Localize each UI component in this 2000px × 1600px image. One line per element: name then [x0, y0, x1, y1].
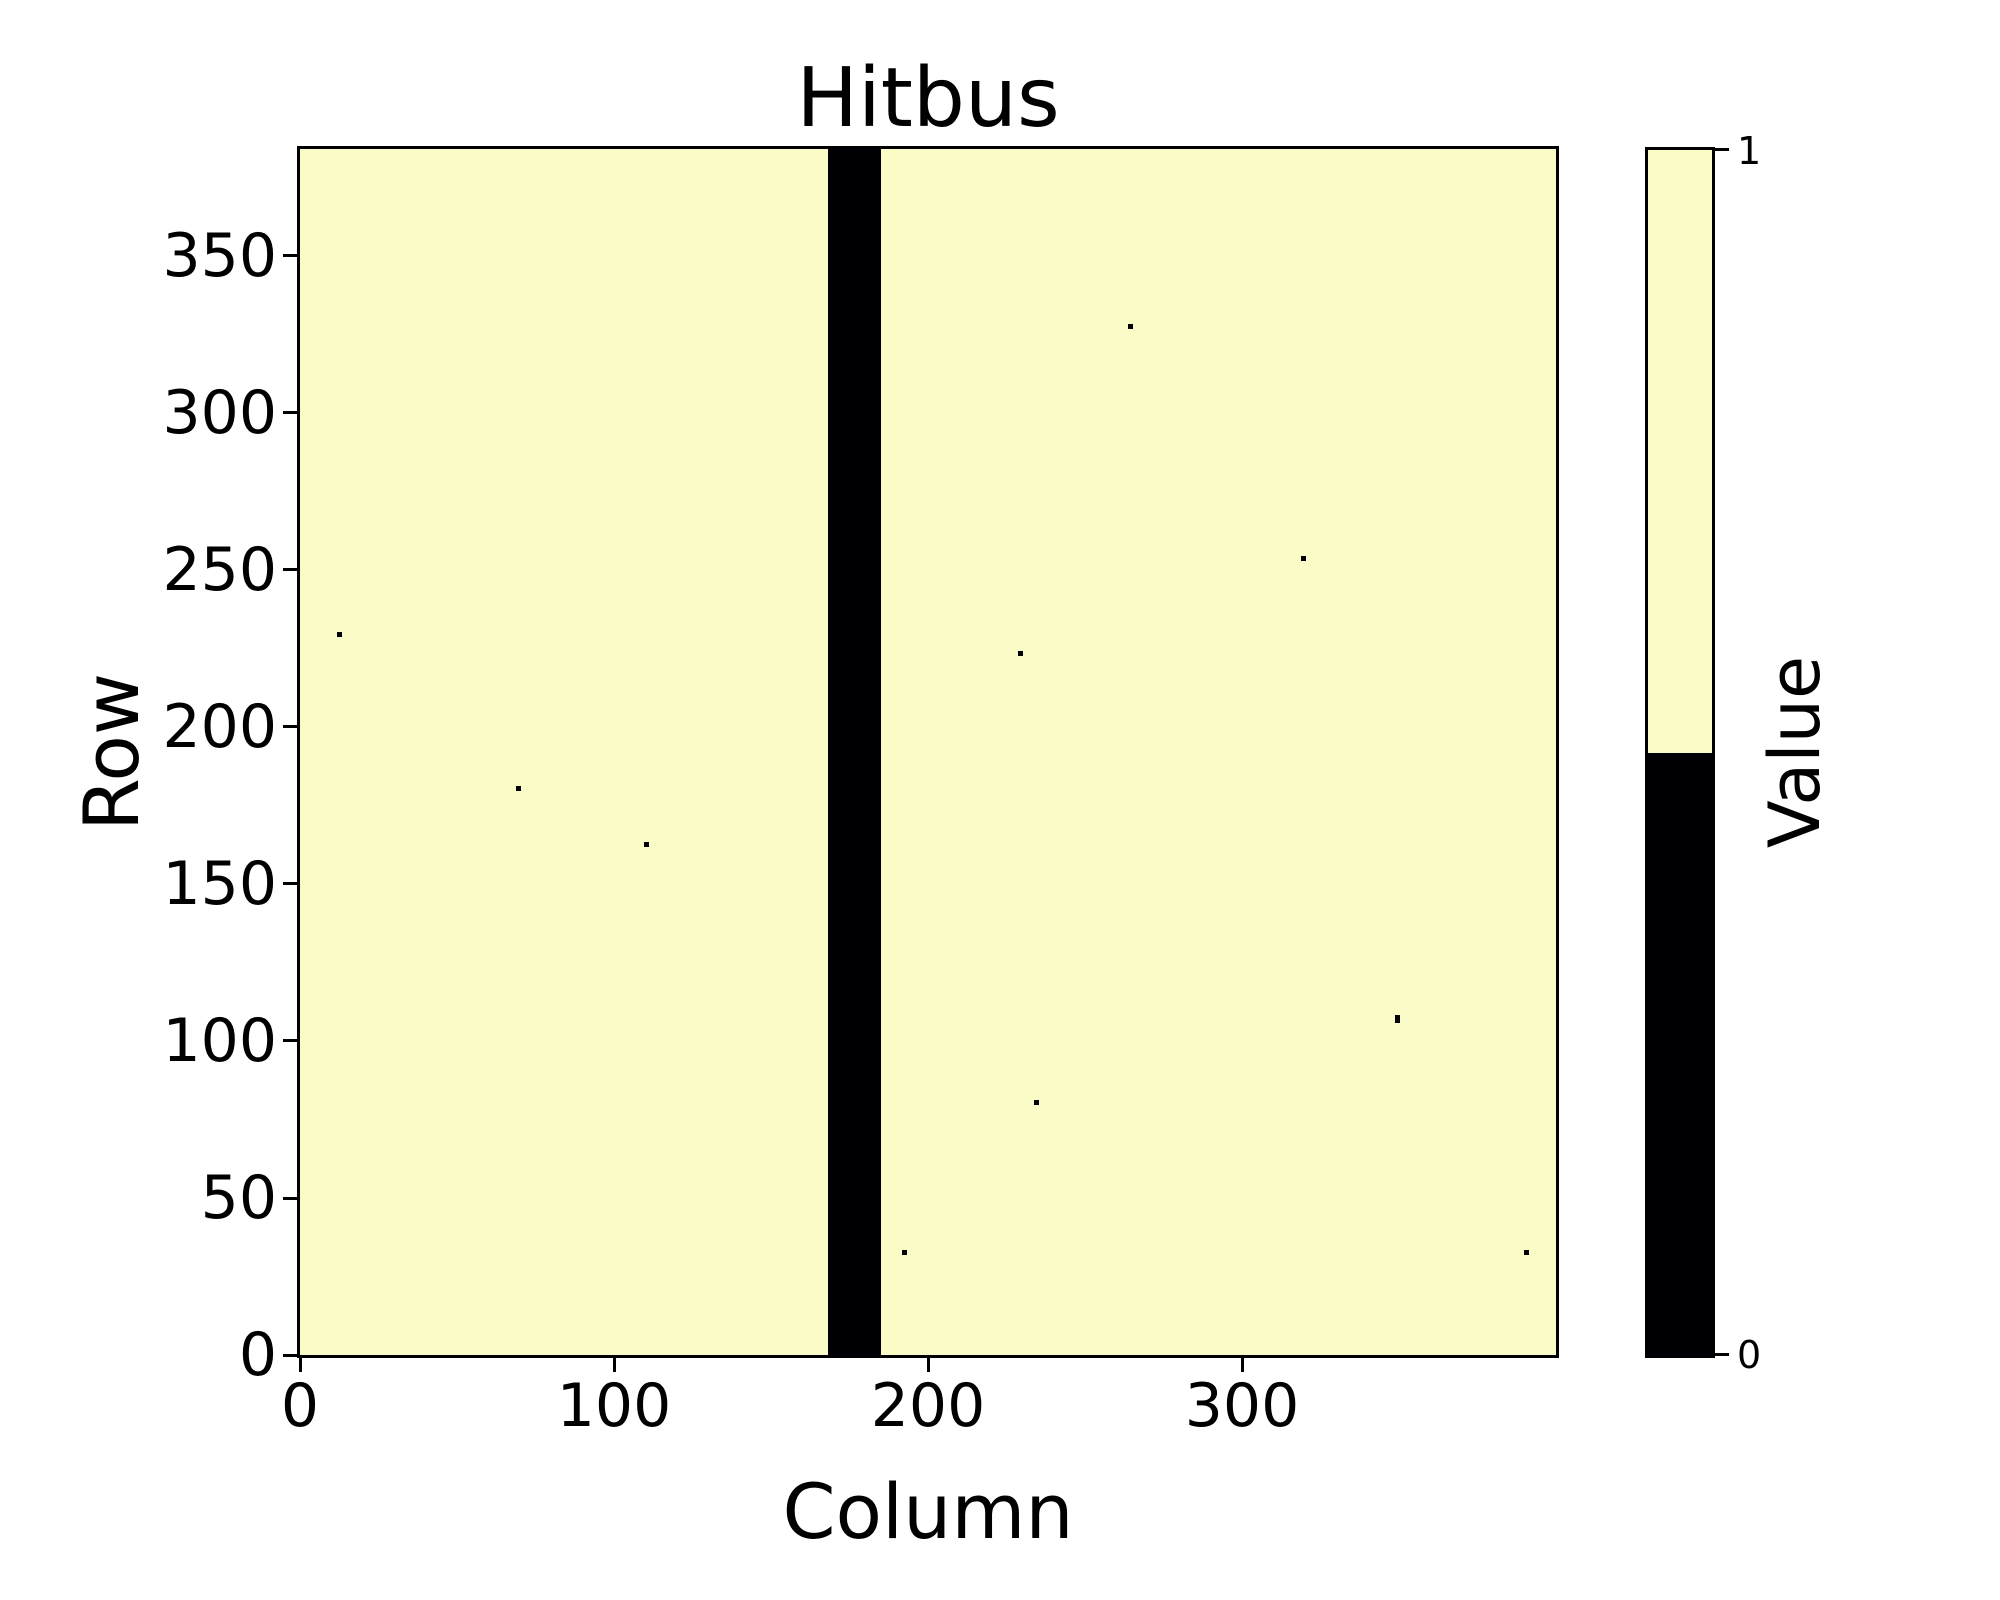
y-tick-mark: [283, 1196, 297, 1200]
colorbar-segment-value-1: [1648, 150, 1712, 753]
x-tick-mark: [298, 1358, 302, 1372]
y-tick-mark: [283, 1353, 297, 1357]
x-tick-label: 0: [280, 1371, 320, 1441]
colorbar-tick-top: [1715, 148, 1729, 151]
colorbar-tick-label-0: 0: [1737, 1333, 1762, 1377]
x-tick-mark: [926, 1358, 930, 1372]
x-axis-label: Column: [782, 1467, 1074, 1556]
dead-pixel-marker: [1128, 323, 1133, 329]
dead-pixel-marker: [1300, 556, 1306, 562]
y-tick-label: 200: [162, 691, 277, 762]
dead-pixel-marker: [644, 842, 650, 848]
colorbar: [1645, 147, 1715, 1358]
x-tick-label: 300: [1184, 1371, 1300, 1441]
y-tick-label: 300: [162, 377, 277, 448]
x-tick-mark: [1240, 1358, 1244, 1372]
x-tick-label: 100: [556, 1371, 672, 1441]
heatmap-plot-area: [297, 146, 1559, 1358]
dead-pixel-marker: [1033, 1099, 1039, 1105]
dead-pixel-marker: [1394, 1014, 1400, 1020]
dead-pixel-marker: [515, 785, 521, 791]
dead-pixel-marker: [1523, 1250, 1529, 1256]
y-tick-label: 150: [162, 848, 277, 919]
y-tick-mark: [283, 882, 297, 886]
y-axis-label: Row: [67, 672, 156, 832]
colorbar-segment-value-0: [1648, 752, 1712, 1355]
y-tick-label: 250: [162, 534, 277, 605]
colorbar-tick-bottom: [1715, 1353, 1729, 1356]
colorbar-tick-label-1: 1: [1737, 129, 1762, 173]
y-tick-mark: [283, 254, 297, 258]
dead-pixel-marker: [901, 1250, 907, 1256]
dead-pixel-marker: [1394, 1018, 1400, 1023]
y-tick-mark: [283, 411, 297, 415]
y-tick-label: 350: [162, 220, 277, 291]
dead-pixel-marker: [1018, 650, 1024, 656]
y-tick-mark: [283, 725, 297, 729]
y-tick-label: 50: [200, 1163, 277, 1233]
y-tick-mark: [283, 568, 297, 572]
dead-pixel-marker: [336, 631, 342, 637]
y-tick-mark: [283, 1039, 297, 1043]
x-tick-mark: [612, 1358, 616, 1372]
y-tick-label: 100: [162, 1005, 277, 1076]
x-tick-label: 200: [870, 1371, 986, 1441]
dead-column-band: [827, 149, 881, 1355]
y-tick-label: 0: [238, 1320, 277, 1390]
colorbar-axis-label: Value: [1754, 655, 1836, 849]
chart-title: Hitbus: [796, 51, 1060, 146]
